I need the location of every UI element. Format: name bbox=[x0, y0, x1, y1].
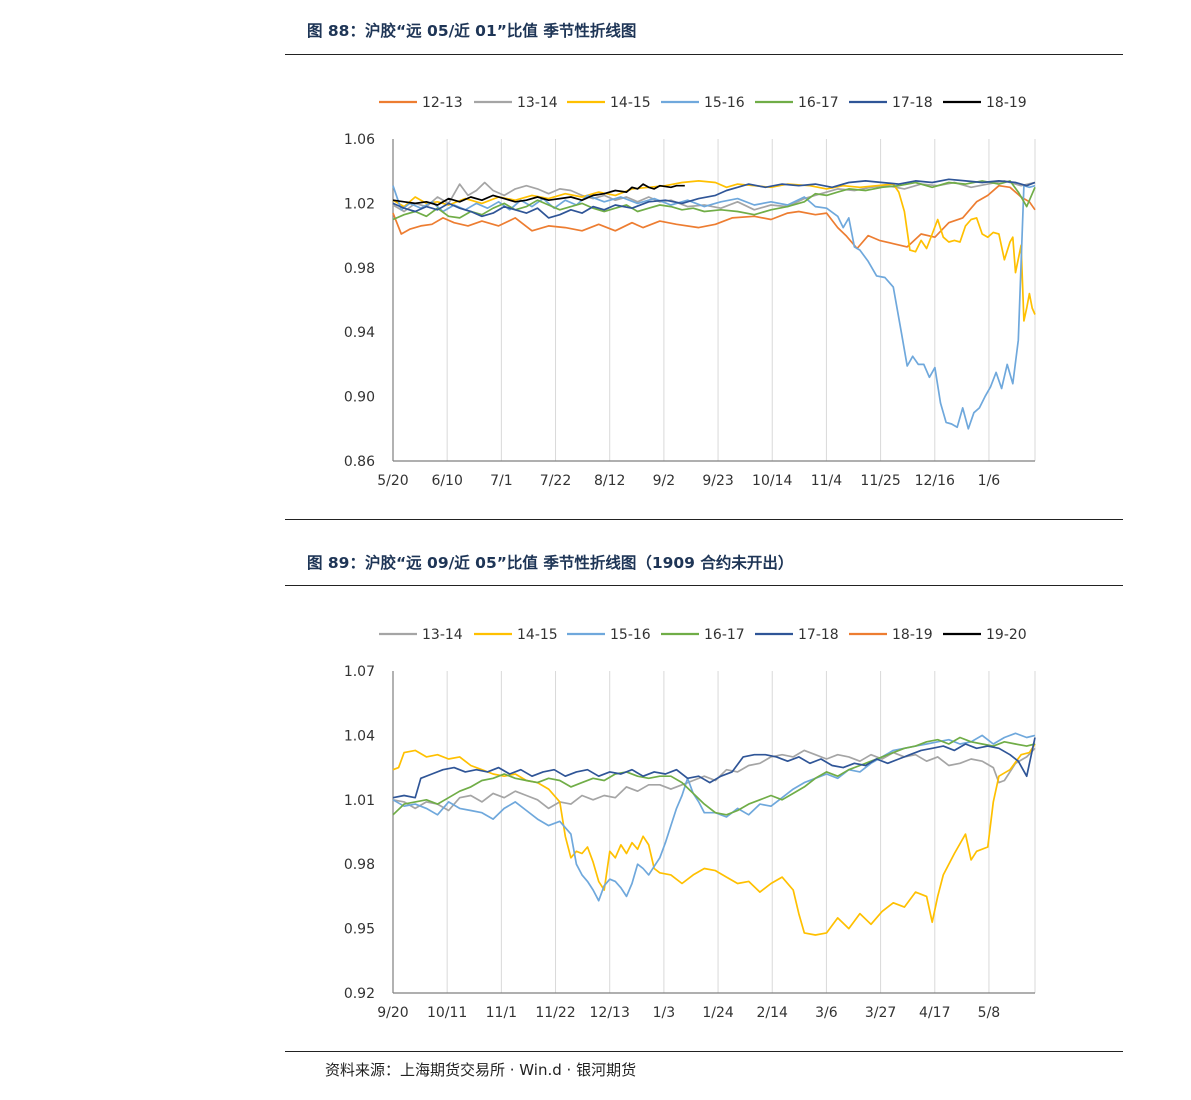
x-tick-label: 11/1 bbox=[486, 1005, 517, 1021]
series-line-18-19 bbox=[392, 183, 685, 206]
legend-label-14-15: 14-15 bbox=[610, 95, 651, 111]
x-tick-label: 6/10 bbox=[431, 473, 462, 489]
x-tick-label: 4/17 bbox=[919, 1005, 950, 1021]
source-note: 资料来源：上海期货交易所 · Win.d · 银河期货 bbox=[325, 1061, 637, 1079]
legend-label-16-17: 16-17 bbox=[798, 95, 839, 111]
y-tick-label: 0.94 bbox=[344, 325, 375, 341]
x-tick-label: 11/4 bbox=[811, 473, 843, 489]
legend-label-16-17: 16-17 bbox=[704, 627, 745, 643]
y-tick-label: 1.07 bbox=[344, 664, 375, 680]
title-rule-second bbox=[285, 585, 1123, 586]
x-tick-label: 2/14 bbox=[757, 1005, 789, 1021]
x-tick-label: 12/16 bbox=[915, 473, 955, 489]
x-tick-label: 3/27 bbox=[865, 1005, 896, 1021]
y-tick-label: 0.98 bbox=[344, 261, 375, 277]
x-tick-label: 5/8 bbox=[978, 1005, 1001, 1021]
y-tick-label: 1.01 bbox=[344, 793, 375, 809]
legend-label-15-16: 15-16 bbox=[704, 95, 745, 111]
legend-label-17-18: 17-18 bbox=[892, 95, 933, 111]
x-tick-label: 9/2 bbox=[653, 473, 676, 489]
source-rule bbox=[285, 1051, 1123, 1052]
y-tick-label: 1.06 bbox=[344, 132, 375, 148]
series-line-14-15 bbox=[392, 180, 1036, 322]
series-line-13-14 bbox=[392, 747, 1036, 812]
title-rule-top bbox=[285, 54, 1123, 55]
y-tick-label: 1.02 bbox=[344, 196, 375, 212]
x-tick-label: 1/3 bbox=[653, 1005, 676, 1021]
x-tick-label: 11/22 bbox=[535, 1005, 575, 1021]
chart-89-ratio-09-05: 9/20 10/11 11/1 11/22 12/13 1/3 1/24 2/14 3/6 3/2… bbox=[344, 627, 1036, 1021]
legend-label-18-19: 18-19 bbox=[892, 627, 933, 643]
x-tick-label: 8/12 bbox=[594, 473, 625, 489]
legend-label-15-16: 15-16 bbox=[610, 627, 651, 643]
x-tick-label: 1/24 bbox=[702, 1005, 734, 1021]
y-tick-label: 0.86 bbox=[344, 454, 375, 470]
chart-88-ratio-05-01: 5/20 6/10 7/1 7/22 8/12 9/2 9/23 10/14 11/4 11/25… bbox=[344, 95, 1036, 489]
series-line-16-17 bbox=[392, 180, 1036, 221]
y-tick-label: 0.98 bbox=[344, 857, 375, 873]
x-tick-label: 10/14 bbox=[752, 473, 792, 489]
legend-label-19-20: 19-20 bbox=[986, 627, 1027, 643]
x-tick-label: 1/6 bbox=[978, 473, 1001, 489]
series-line-17-18 bbox=[392, 737, 1036, 799]
series-line-14-15 bbox=[392, 743, 1036, 936]
x-tick-label: 9/20 bbox=[377, 1005, 408, 1021]
figure-89-title: 图 89：沪胶“远 09/近 05”比值 季节性折线图（1909 合约未开出） bbox=[307, 554, 794, 572]
x-tick-label: 7/22 bbox=[540, 473, 571, 489]
x-tick-label: 3/6 bbox=[815, 1005, 838, 1021]
legend-label-17-18: 17-18 bbox=[798, 627, 839, 643]
y-tick-label: 1.04 bbox=[344, 728, 375, 744]
legend-label-14-15: 14-15 bbox=[517, 627, 558, 643]
y-tick-label: 0.95 bbox=[344, 922, 375, 938]
legend-label-18-19: 18-19 bbox=[986, 95, 1027, 111]
y-tick-label: 0.90 bbox=[344, 390, 375, 406]
series-line-17-18 bbox=[392, 178, 1036, 219]
legend-label-13-14: 13-14 bbox=[422, 627, 463, 643]
x-tick-label: 12/13 bbox=[590, 1005, 630, 1021]
series-line-12-13 bbox=[392, 184, 1036, 250]
chart-88-bottom-rule bbox=[285, 519, 1123, 520]
legend-label-12-13: 12-13 bbox=[422, 95, 463, 111]
series-line-13-14 bbox=[392, 180, 1036, 213]
x-tick-label: 9/23 bbox=[702, 473, 733, 489]
y-tick-label: 0.92 bbox=[344, 986, 375, 1002]
x-tick-label: 11/25 bbox=[860, 473, 900, 489]
figure-88-title: 图 88：沪胶“远 05/近 01”比值 季节性折线图 bbox=[307, 22, 637, 40]
series-line-16-17 bbox=[392, 736, 1036, 816]
x-tick-label: 5/20 bbox=[377, 473, 408, 489]
x-tick-label: 10/11 bbox=[427, 1005, 467, 1021]
legend-label-13-14: 13-14 bbox=[517, 95, 558, 111]
x-tick-label: 7/1 bbox=[490, 473, 513, 489]
